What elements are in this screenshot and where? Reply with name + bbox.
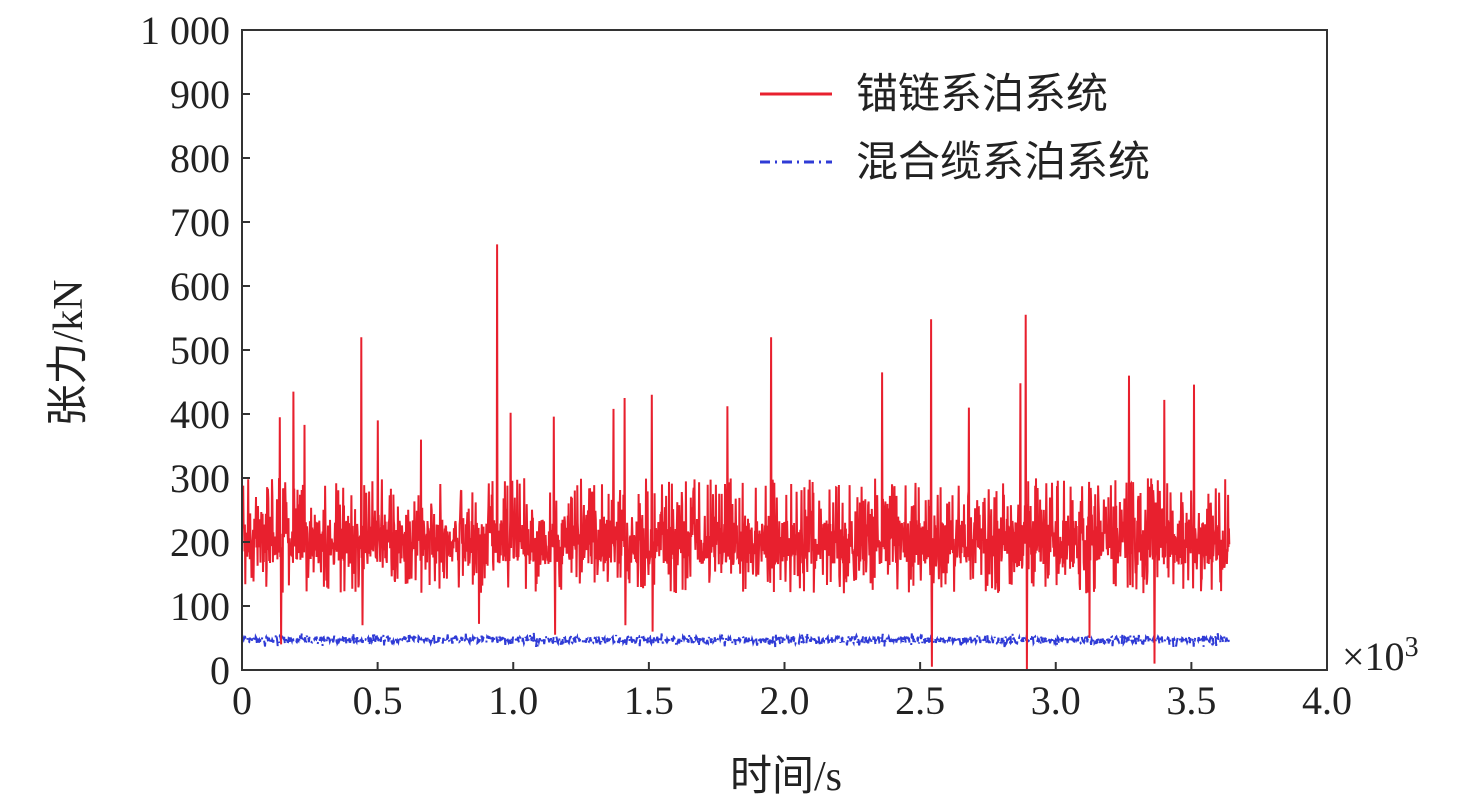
x-tick-label: 1.5 <box>624 678 674 723</box>
x-tick-label: 1.0 <box>488 678 538 723</box>
y-tick-label: 100 <box>170 584 230 629</box>
legend-label-hybrid: 混合缆系泊系统 <box>856 140 1150 186</box>
x-multiplier-exponent: 3 <box>1405 632 1419 663</box>
x-tick-label: 3.5 <box>1166 678 1216 723</box>
y-tick-label: 1 000 <box>140 8 230 53</box>
y-tick-label: 300 <box>170 456 230 501</box>
x-multiplier-label: ×103 <box>1342 632 1419 679</box>
y-tick-label: 500 <box>170 328 230 373</box>
legend-label-chain: 锚链系泊系统 <box>856 72 1108 118</box>
y-tick-label: 200 <box>170 520 230 565</box>
y-tick-label: 800 <box>170 136 230 181</box>
x-multiplier-base: ×10 <box>1342 634 1405 679</box>
x-tick-label: 0.5 <box>353 678 403 723</box>
series-line-chain <box>241 244 1231 671</box>
x-tick-label: 2.0 <box>760 678 810 723</box>
y-axis-title: 张力/kN <box>46 279 92 426</box>
x-tick-label: 4.0 <box>1302 678 1352 723</box>
x-axis-title: 时间/s <box>730 754 842 800</box>
y-tick-label: 600 <box>170 264 230 309</box>
legend: 锚链系泊系统 混合缆系泊系统 <box>760 72 1150 186</box>
x-tick-label: 3.0 <box>1031 678 1081 723</box>
ticks-layer: 0 0.5 1.0 1.5 2.0 2.5 3.0 3.5 4.0 0 100 200 300 400 50… <box>140 8 1352 723</box>
y-tick-label: 400 <box>170 392 230 437</box>
series-layer <box>241 244 1231 671</box>
x-tick-label: 2.5 <box>895 678 945 723</box>
y-tick-label: 900 <box>170 72 230 117</box>
x-tick-label: 0 <box>232 678 252 723</box>
y-tick-label: 700 <box>170 200 230 245</box>
series-line-hybrid <box>241 630 1231 648</box>
y-tick-label: 0 <box>210 648 230 693</box>
